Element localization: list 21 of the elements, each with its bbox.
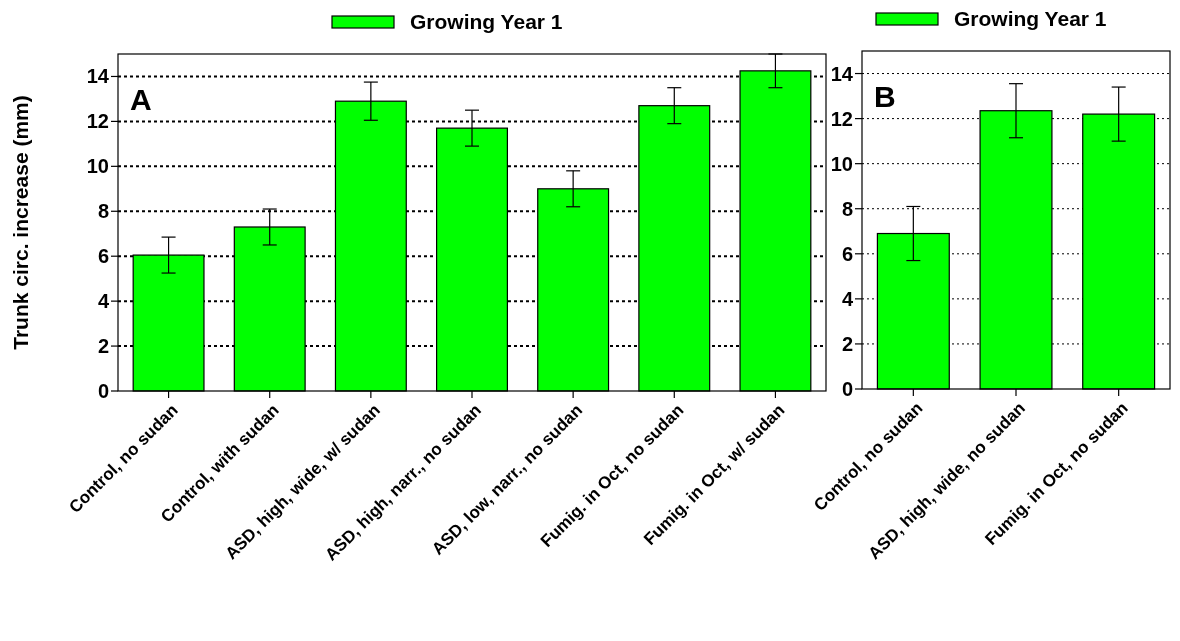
y-tick-label: 12 [830,107,853,130]
y-tick-label: 14 [86,65,110,88]
y-tick-label: 2 [97,335,109,358]
annotation: A [130,83,152,116]
legend-label: Growing Year 1 [410,10,563,34]
y-tick-label: 6 [841,242,853,265]
y-tick-label: 0 [97,380,109,402]
y-tick-label: 4 [841,287,854,310]
y-tick-label: 4 [97,290,110,313]
y-tick-label: 10 [86,155,109,178]
legend-label: Growing Year 1 [954,7,1107,31]
y-tick-label: 8 [841,197,853,220]
y-tick-label: 12 [86,110,109,133]
y-tick-label: 6 [97,245,109,268]
y-tick-label: 0 [841,378,853,400]
y-tick-label: 8 [97,200,109,223]
y-axis-title: Trunk circ. increase (mm) [9,95,32,350]
y-tick-label: 10 [830,152,853,175]
y-tick-label: 2 [841,332,853,355]
y-tick-label: 14 [830,62,854,85]
annotation: B [874,80,896,113]
